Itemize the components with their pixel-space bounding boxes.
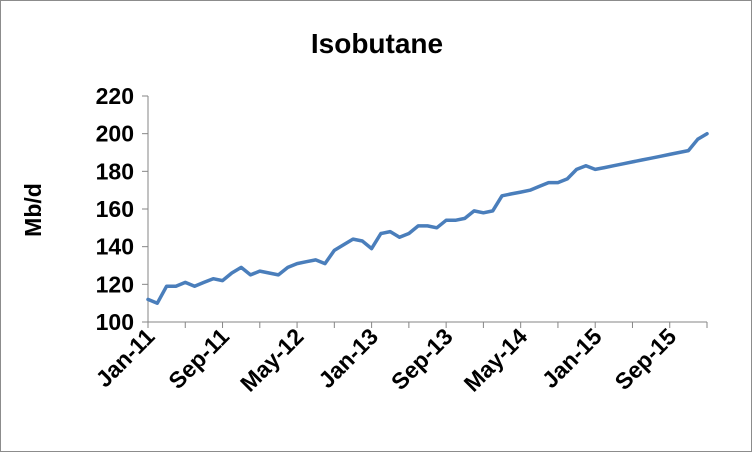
y-tick-label: 120 [96,271,134,297]
x-tick-label: May-14 [459,323,533,397]
chart-title: Isobutane [311,28,443,59]
y-tick-label: 220 [96,83,134,109]
x-tick-label: Sep-11 [163,323,234,394]
y-axis-label: Mb/d [20,183,46,237]
x-tick-label: Sep-13 [386,323,458,395]
x-tick-label: Jan-15 [537,323,607,393]
y-tick-label: 200 [96,121,134,147]
x-tick-label: May-12 [235,323,309,397]
y-tick-label: 160 [96,196,134,222]
x-tick-label: Jan-13 [313,323,383,393]
y-axis: 100 120 140 160 180 200 220 [96,83,148,335]
y-tick-label: 140 [96,234,134,260]
series-line-isobutane [146,131,709,305]
x-axis: Jan-11 Sep-11 May-12 Jan-13 Sep-13 May-14 Jan-… [91,322,708,397]
y-tick-label: 100 [96,309,134,335]
x-tick-label: Sep-15 [610,323,682,395]
y-tick-label: 180 [96,158,134,184]
